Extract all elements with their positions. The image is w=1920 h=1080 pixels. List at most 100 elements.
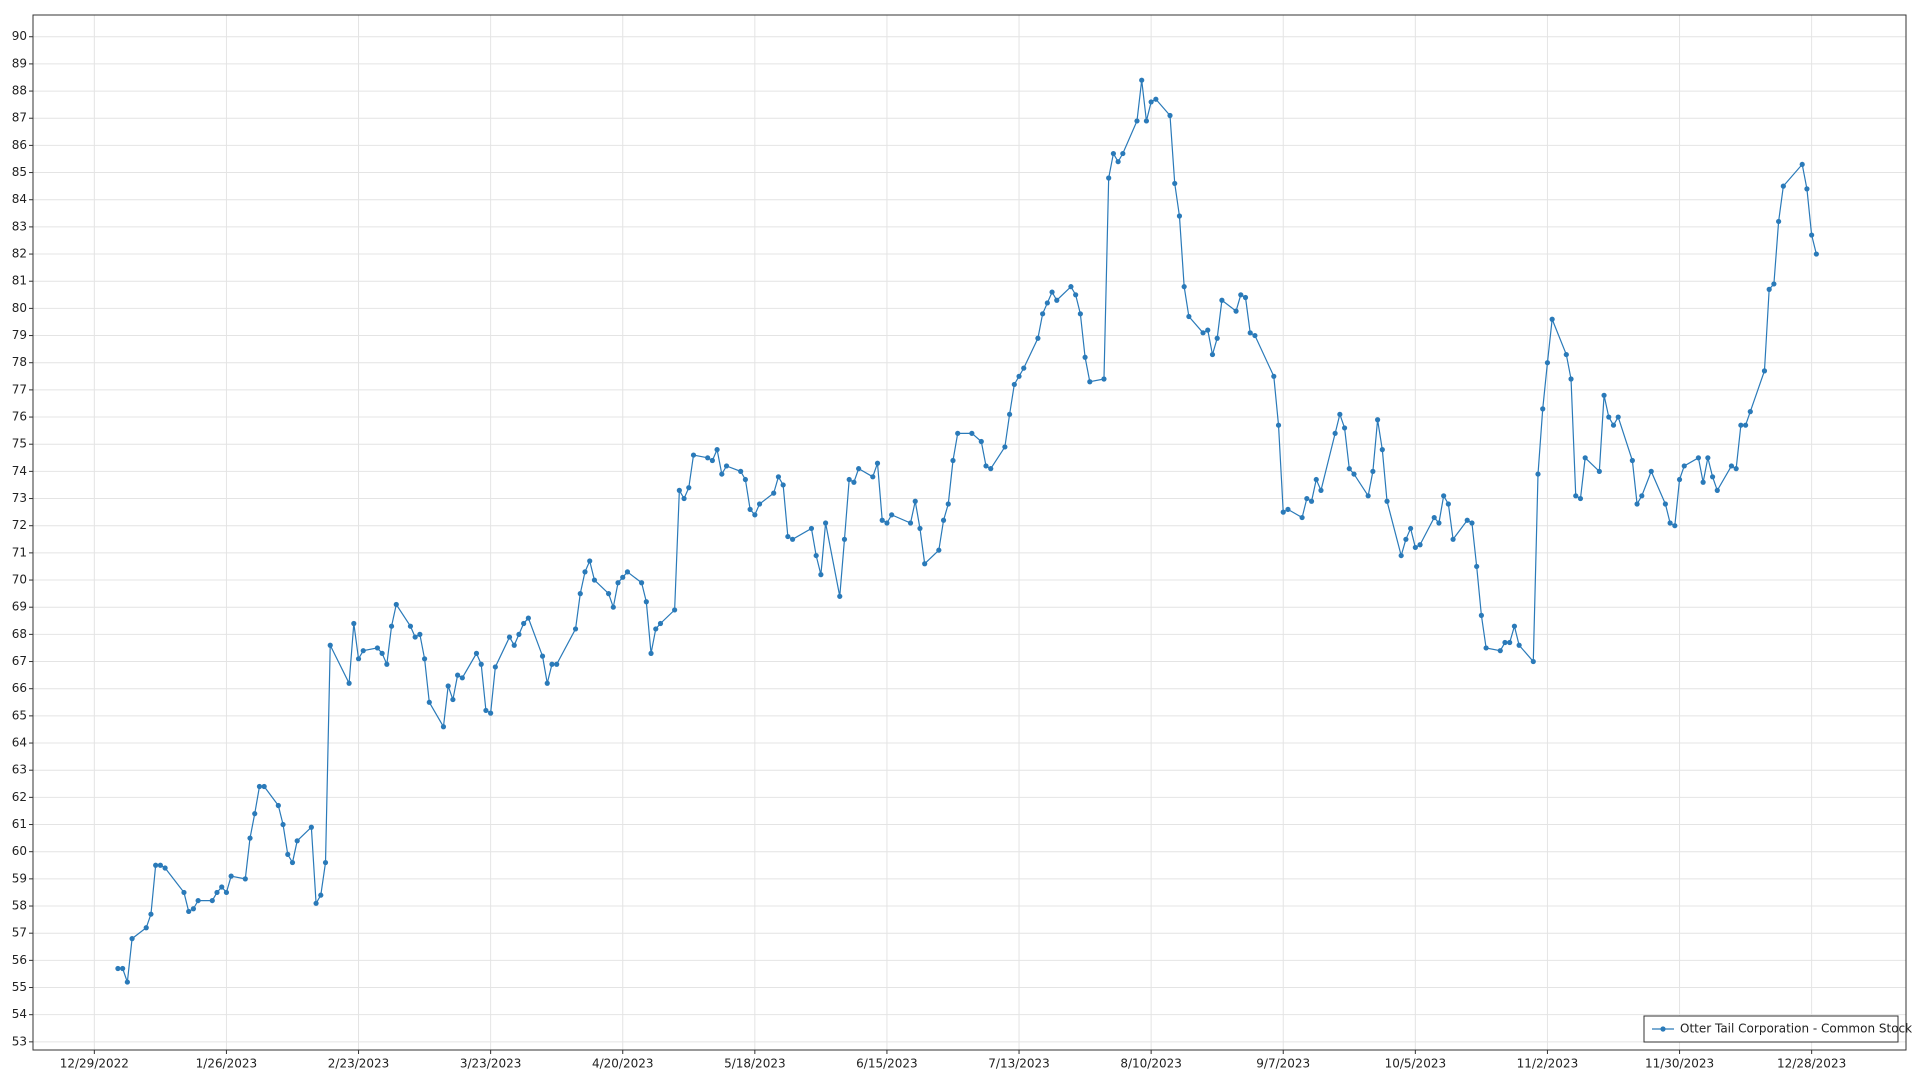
point — [1408, 525, 1414, 532]
point — [1016, 373, 1022, 379]
point — [1351, 471, 1357, 477]
point — [1271, 373, 1277, 379]
point — [1021, 365, 1027, 371]
point — [1639, 493, 1645, 499]
point — [1252, 332, 1258, 339]
point — [1073, 292, 1079, 298]
point — [1068, 284, 1074, 290]
point — [1780, 183, 1786, 189]
point — [1610, 422, 1617, 428]
point — [219, 884, 225, 890]
point — [115, 965, 121, 972]
point — [1106, 175, 1112, 181]
point — [280, 821, 286, 828]
point — [455, 672, 461, 678]
point — [1516, 642, 1522, 648]
point — [747, 506, 753, 513]
point — [242, 876, 248, 882]
y-tick-label: 57 — [12, 926, 27, 940]
point — [572, 626, 579, 632]
y-tick-label: 55 — [12, 980, 27, 994]
point — [261, 783, 267, 790]
point — [1308, 498, 1315, 504]
point — [1535, 471, 1541, 477]
point — [752, 512, 758, 518]
x-tick-label: 4/20/2023 — [592, 1057, 654, 1071]
point — [186, 908, 192, 915]
y-tick-label: 83 — [12, 219, 27, 233]
plot-area — [33, 15, 1906, 1050]
y-tick-label: 84 — [12, 192, 27, 206]
point — [1441, 493, 1447, 499]
point — [1209, 351, 1216, 358]
point — [1445, 501, 1451, 507]
point — [360, 648, 366, 654]
legend-marker — [1660, 1026, 1666, 1032]
point — [648, 650, 654, 656]
y-tick-label: 72 — [12, 518, 27, 532]
point — [1667, 520, 1673, 526]
point — [884, 520, 890, 526]
point — [1200, 330, 1206, 336]
point — [856, 466, 862, 472]
point — [1134, 118, 1140, 124]
point — [228, 873, 234, 879]
y-tick-label: 56 — [12, 953, 27, 967]
point — [936, 547, 942, 553]
point — [709, 457, 715, 464]
point — [969, 430, 975, 436]
legend-box — [1643, 1015, 1899, 1043]
point — [417, 631, 423, 637]
point — [473, 650, 480, 656]
point — [988, 466, 994, 472]
point — [1247, 330, 1253, 336]
x-tick-label: 9/7/2023 — [1256, 1057, 1310, 1071]
point — [1799, 161, 1805, 168]
x-tick-label: 11/2/2023 — [1517, 1057, 1579, 1071]
point — [327, 642, 333, 648]
point — [445, 683, 451, 689]
point — [1054, 297, 1060, 303]
point — [351, 620, 357, 627]
point — [355, 656, 362, 662]
point — [1700, 479, 1706, 485]
point — [1176, 213, 1183, 219]
point — [1035, 335, 1041, 341]
point — [384, 661, 390, 667]
point — [1318, 487, 1324, 493]
point — [1450, 536, 1456, 542]
y-tick-label: 67 — [12, 654, 27, 668]
y-tick-label: 88 — [12, 84, 27, 98]
point — [256, 783, 263, 790]
point — [388, 623, 395, 629]
point — [690, 452, 697, 458]
point — [1120, 150, 1126, 157]
point — [723, 463, 730, 469]
point — [615, 580, 621, 586]
point — [252, 811, 258, 817]
point — [922, 561, 928, 567]
point — [1809, 232, 1815, 238]
point — [785, 533, 791, 540]
point — [742, 476, 749, 483]
point — [1705, 455, 1711, 461]
series-line — [117, 80, 1817, 983]
point — [153, 862, 159, 868]
x-tick-label: 12/28/2023 — [1777, 1057, 1846, 1071]
point — [983, 463, 989, 469]
y-tick-label: 65 — [12, 708, 27, 722]
point — [624, 569, 631, 575]
point — [1077, 311, 1083, 317]
point — [639, 580, 645, 586]
point — [1346, 466, 1352, 472]
point — [143, 925, 149, 931]
point — [1186, 313, 1192, 320]
point — [1299, 514, 1305, 521]
point — [1563, 351, 1569, 358]
point — [1044, 300, 1050, 306]
y-tick-label: 53 — [12, 1034, 27, 1048]
y-tick-label: 64 — [12, 736, 27, 750]
point — [421, 656, 428, 662]
point — [582, 569, 588, 575]
point — [124, 979, 130, 985]
